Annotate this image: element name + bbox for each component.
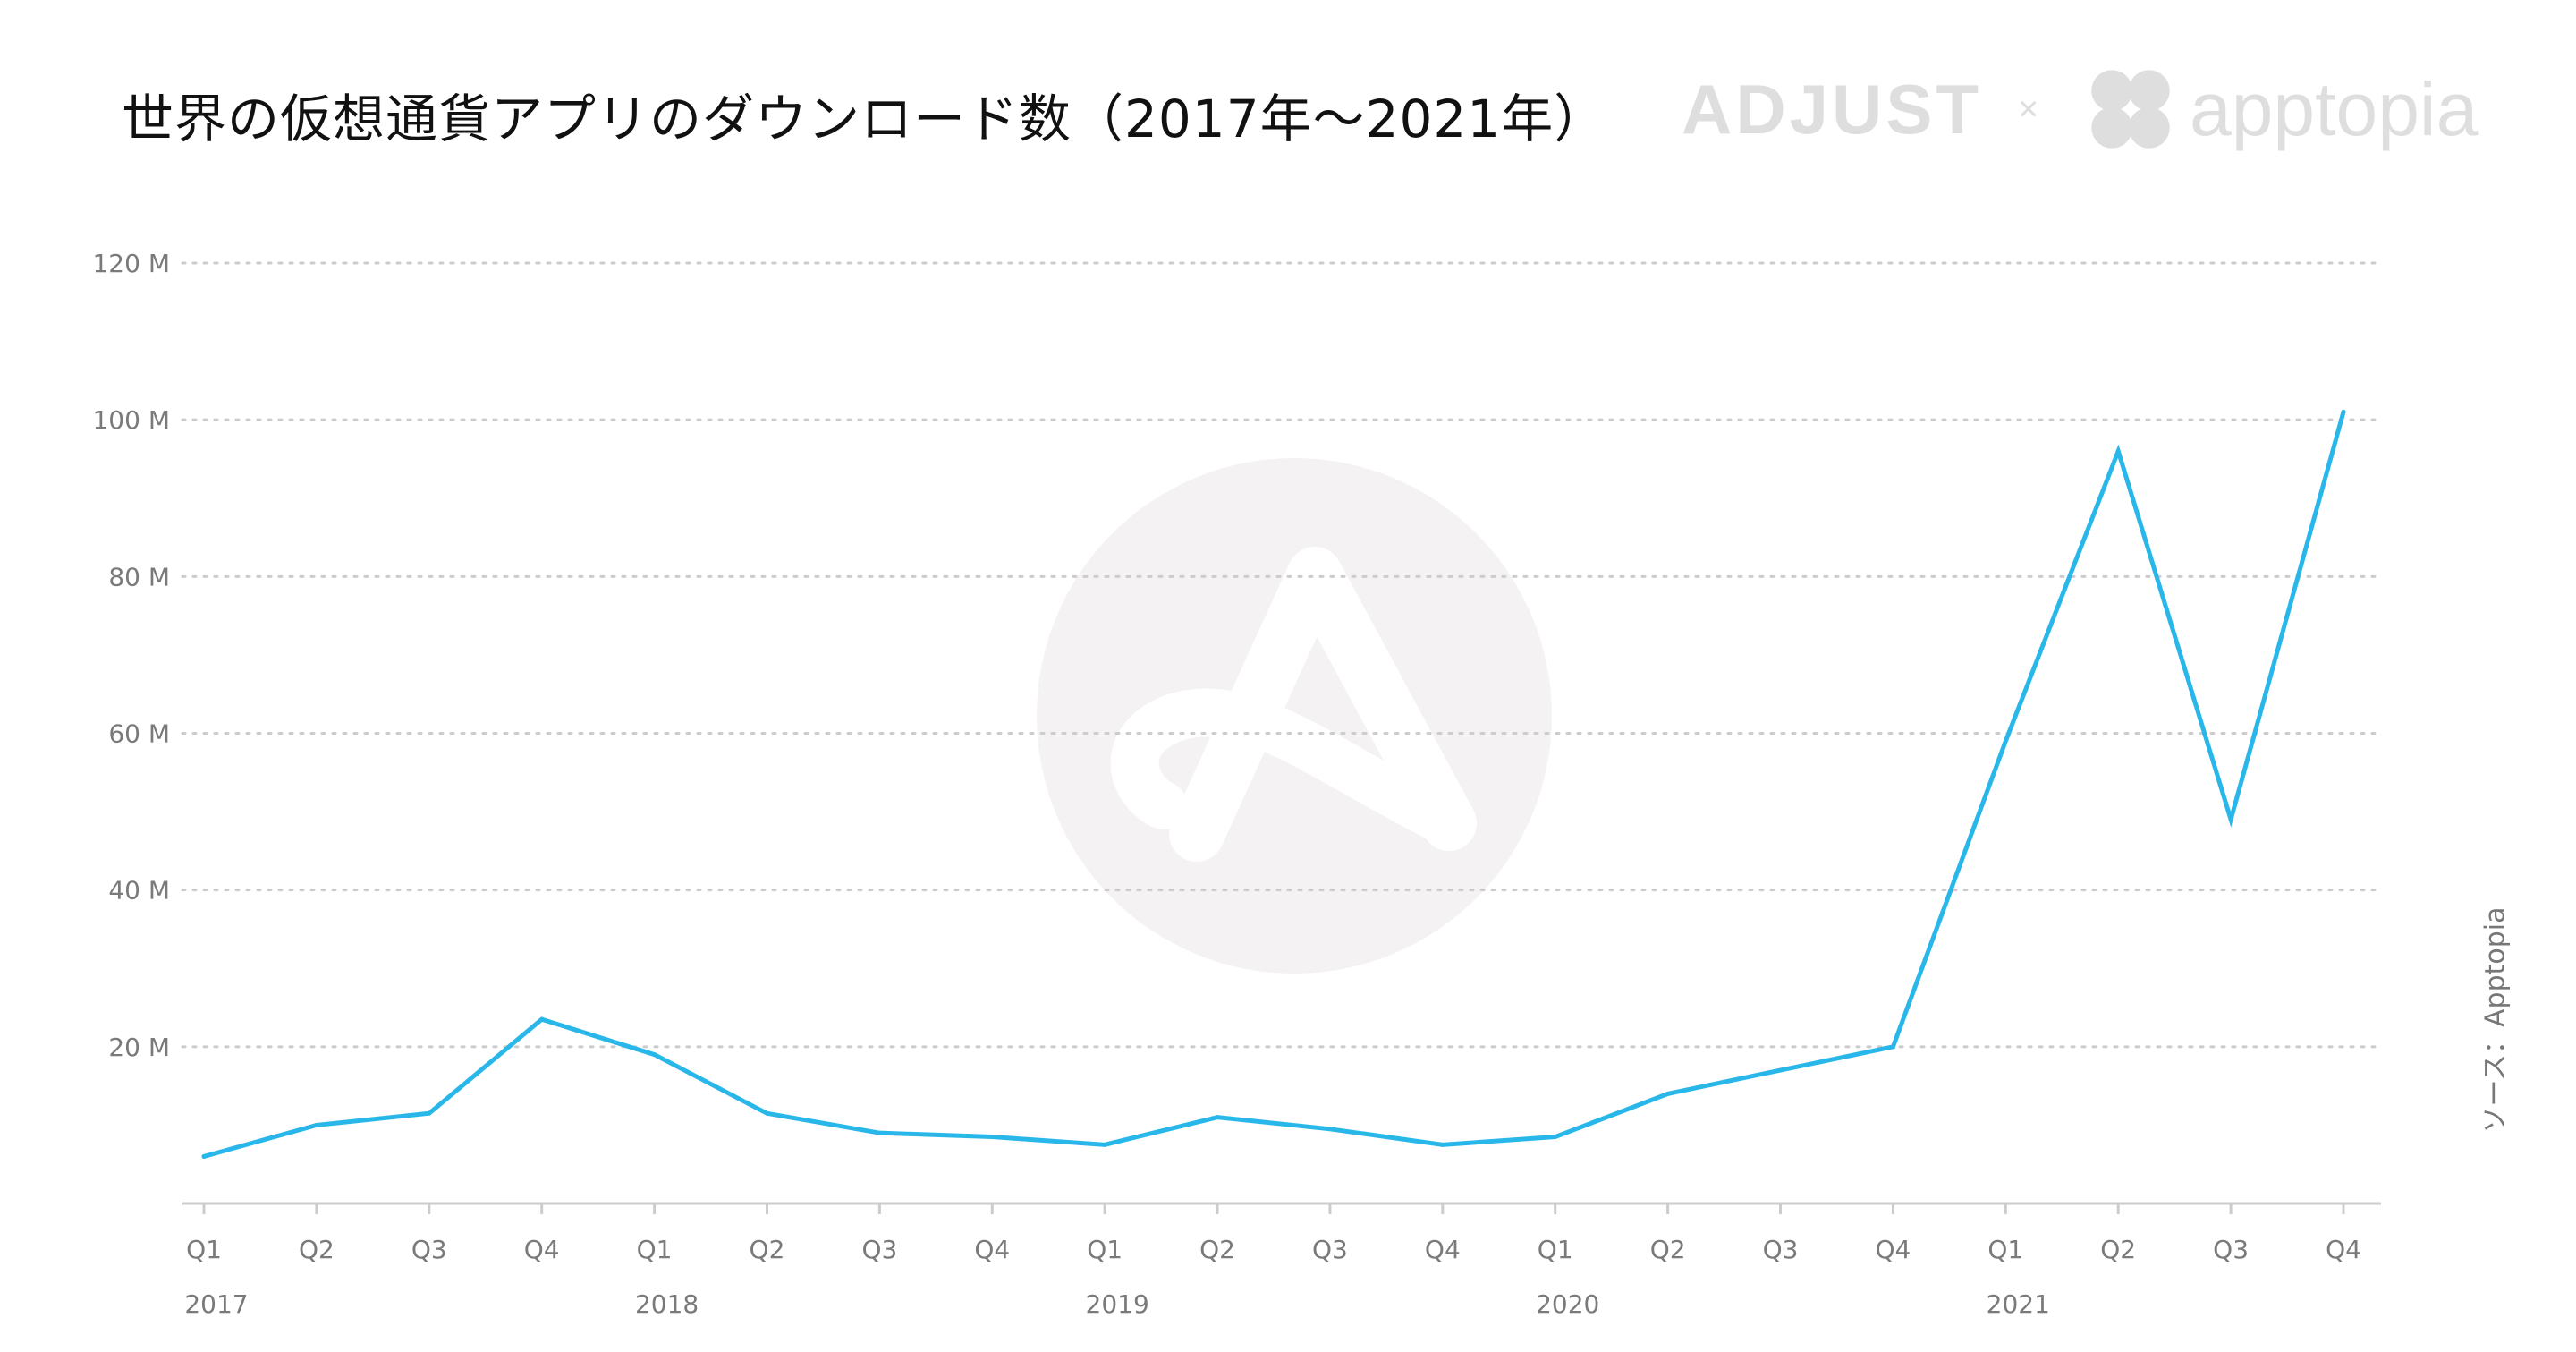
data-point: [989, 1135, 995, 1140]
apptopia-logo-icon: [2091, 70, 2170, 149]
x-tick-label: Q4: [1425, 1235, 1461, 1264]
y-tick-label: 40 M: [108, 876, 170, 906]
data-point: [314, 1122, 319, 1127]
x-tick-label: Q1: [1538, 1235, 1573, 1264]
x-tick-label: Q2: [299, 1235, 335, 1264]
data-point: [1778, 1067, 1784, 1073]
data-point: [539, 1016, 545, 1022]
x-tick-label: Q2: [2100, 1235, 2136, 1264]
data-point: [1215, 1115, 1220, 1120]
data-point: [1102, 1142, 1107, 1147]
x-tick-label: Q4: [524, 1235, 560, 1264]
data-point: [2228, 817, 2233, 822]
data-point: [1553, 1135, 1558, 1140]
y-tick-label: 20 M: [108, 1033, 170, 1062]
x-tick-label: Q2: [1650, 1235, 1686, 1264]
x-tick-label: Q3: [861, 1235, 897, 1264]
data-point: [2341, 409, 2346, 414]
data-point: [877, 1130, 882, 1135]
series-line: [201, 409, 2346, 1159]
x-tick-label: Q3: [1763, 1235, 1799, 1264]
y-tick-label: 120 M: [92, 249, 170, 278]
x-year-label: 2021: [1987, 1289, 2050, 1319]
apptopia-brand-text: apptopia: [2190, 66, 2479, 151]
x-tick-label: Q3: [2213, 1235, 2249, 1264]
apptopia-brand-logo: apptopia: [2084, 64, 2478, 154]
page-title: 世界の仮想通貨アプリのダウンロード数（2017年〜2021年）: [122, 89, 1607, 149]
x-tick-label: Q1: [1987, 1235, 2023, 1264]
data-point: [201, 1153, 207, 1159]
data-point: [1665, 1091, 1671, 1096]
data-point: [764, 1110, 769, 1116]
x-tick-label: Q4: [1875, 1235, 1911, 1264]
data-point: [2115, 448, 2121, 454]
x-year-label: 2018: [635, 1289, 699, 1319]
x-year-label: 2017: [184, 1289, 248, 1319]
data-point: [1327, 1127, 1333, 1132]
data-point: [1440, 1142, 1445, 1147]
brand-separator: ×: [2018, 89, 2039, 129]
adjust-watermark-icon: [1037, 458, 1552, 974]
y-tick-label: 100 M: [92, 405, 170, 435]
data-point: [427, 1110, 432, 1116]
x-tick-label: Q2: [750, 1235, 785, 1264]
x-tick-label: Q1: [186, 1235, 222, 1264]
data-point: [652, 1052, 657, 1058]
data-point: [1890, 1044, 1895, 1050]
y-tick-label: 60 M: [108, 719, 170, 749]
x-tick-label: Q4: [2326, 1235, 2361, 1264]
x-tick-label: Q3: [1312, 1235, 1348, 1264]
x-tick-label: Q4: [974, 1235, 1010, 1264]
data-point: [2003, 738, 2008, 744]
x-tick-label: Q1: [1087, 1235, 1123, 1264]
adjust-brand-logo: ADJUST: [1682, 69, 1983, 149]
x-tick-label: Q1: [637, 1235, 673, 1264]
x-tick-label: Q2: [1199, 1235, 1235, 1264]
x-tick-label: Q3: [411, 1235, 447, 1264]
x-year-label: 2019: [1086, 1289, 1149, 1319]
y-tick-label: 80 M: [108, 562, 170, 591]
x-year-label: 2020: [1536, 1289, 1599, 1319]
